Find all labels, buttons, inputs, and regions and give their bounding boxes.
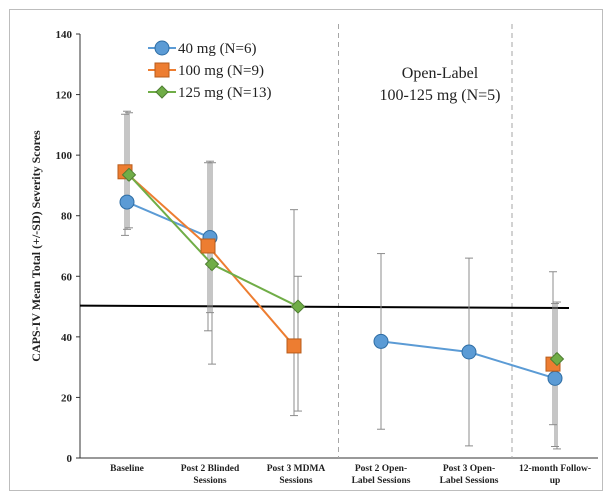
x-tick-label: Post 3 Open-: [443, 464, 495, 474]
y-tick-label: 100: [56, 150, 73, 162]
error-bars: [121, 110, 561, 450]
legend: 40 mg (N=6) 100 mg (N=9) 125 mg (N=13): [148, 40, 271, 101]
data-point: [204, 256, 220, 272]
series-line-segment: [126, 201, 211, 239]
data-point: [547, 370, 563, 386]
x-tick-label: Label Sessions: [352, 476, 411, 486]
x-tick-label: Post 2 Blinded: [181, 464, 240, 474]
data-point: [373, 333, 389, 349]
legend-marker: [154, 62, 170, 78]
data-point: [286, 338, 302, 354]
y-tick-label: 80: [61, 211, 73, 223]
series-line-segment: [468, 351, 556, 380]
x-tick-label: Sessions: [279, 476, 313, 486]
reference-line-group: [79, 304, 570, 309]
data-point: [549, 351, 565, 367]
data-point: [121, 167, 137, 183]
chart-axes: [76, 24, 598, 459]
y-tick-label: 0: [67, 453, 73, 465]
legend-label: 100 mg (N=9): [178, 63, 264, 79]
y-axis-title: CAPS-IV Mean Total (+/-SD) Severity Scor…: [29, 130, 43, 362]
x-tick-label: Post 2 Open-: [355, 464, 407, 474]
data-point: [461, 344, 477, 360]
series-line-segment: [207, 245, 295, 347]
legend-marker: [155, 85, 169, 99]
x-tick-label: 12-month Follow-: [519, 464, 591, 474]
y-tick-label: 140: [56, 29, 73, 41]
series-line-segment: [380, 340, 470, 353]
y-tick-label: 120: [56, 90, 73, 102]
series-markers: [117, 164, 565, 386]
reference-line: [79, 304, 570, 309]
chart-labels: 0 20 40 60 80 100 120 140 CAPS-IV Mean Total (+/…: [29, 29, 591, 486]
x-tick-label: Label Sessions: [440, 476, 499, 486]
chart-frame: [9, 9, 603, 491]
series-line-segment: [211, 263, 299, 308]
data-point: [200, 238, 216, 254]
y-tick-label: 60: [61, 271, 73, 283]
x-tick-label: Sessions: [193, 476, 227, 486]
open-label-annotation: 100-125 mg (N=5): [379, 87, 500, 104]
x-tick-label: Post 3 MDMA: [267, 464, 326, 474]
y-tick-label: 40: [61, 332, 73, 344]
data-point: [119, 194, 135, 210]
legend-marker: [154, 40, 170, 56]
open-label-annotation: Open-Label: [402, 65, 479, 82]
x-tick-label: up: [550, 476, 561, 486]
series-lines: [124, 171, 556, 380]
series-line-segment: [128, 174, 213, 265]
legend-label: 40 mg (N=6): [178, 41, 256, 57]
legend-label: 125 mg (N=13): [178, 85, 271, 101]
y-tick-label: 20: [61, 392, 73, 404]
x-tick-label: Baseline: [110, 464, 144, 474]
data-point: [290, 299, 306, 314]
